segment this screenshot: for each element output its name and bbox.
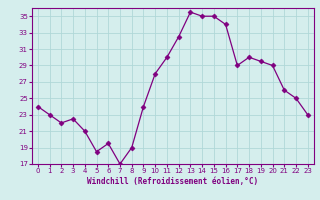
X-axis label: Windchill (Refroidissement éolien,°C): Windchill (Refroidissement éolien,°C) <box>87 177 258 186</box>
